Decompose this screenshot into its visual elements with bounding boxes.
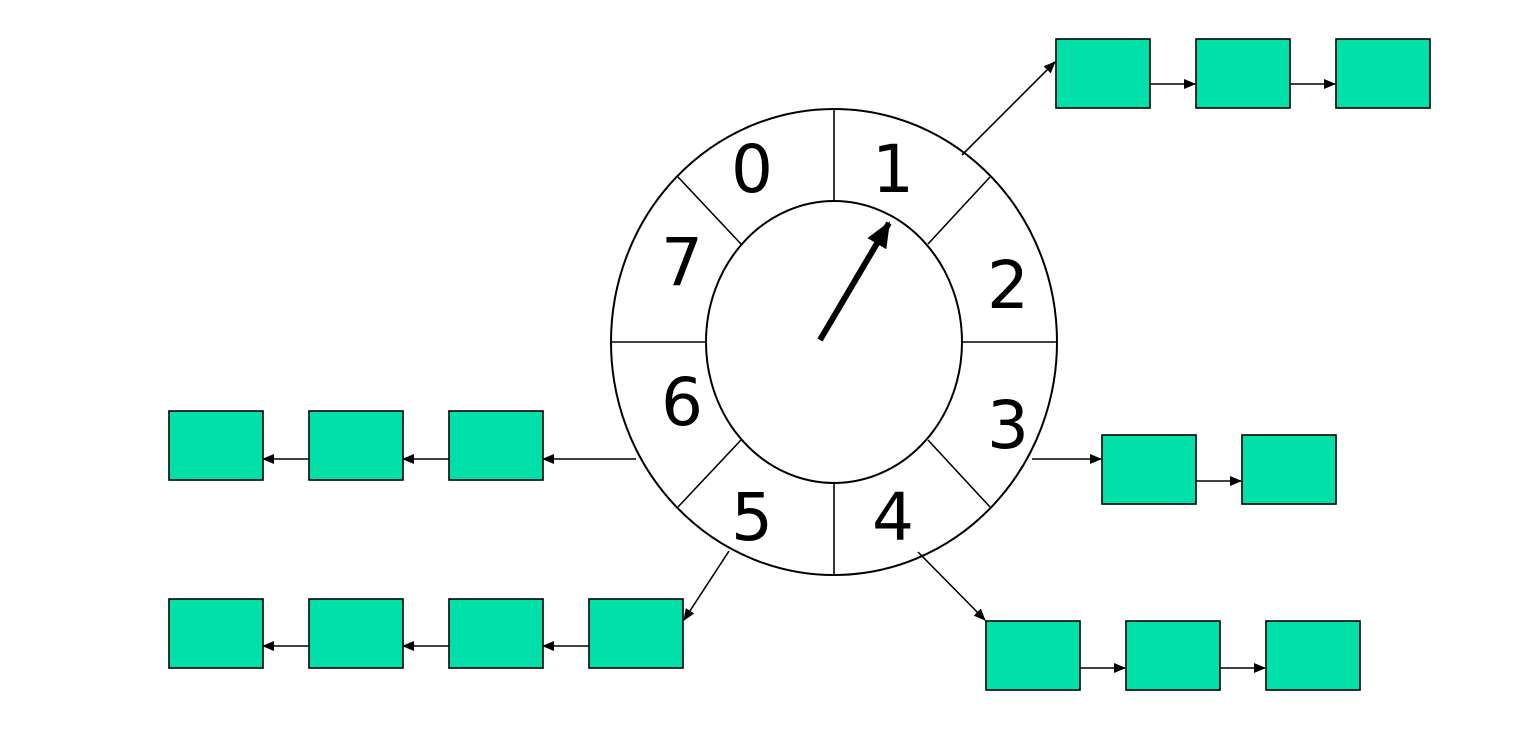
wheel: 0 1 2 3 4 5 6 7	[610, 108, 1058, 576]
slot-5-list	[168, 550, 730, 669]
slot-6-list	[168, 410, 636, 481]
list-node	[448, 410, 544, 481]
list-node	[1241, 434, 1337, 505]
slot-to-list-arrow	[683, 550, 730, 621]
slot-divider	[677, 176, 742, 245]
list-node	[168, 410, 264, 481]
slot-3-list	[1032, 434, 1337, 505]
list-node	[168, 598, 264, 669]
slot-to-list-arrow	[961, 61, 1056, 156]
slot-4-list	[917, 551, 1361, 691]
list-node	[1125, 620, 1221, 691]
slot-divider	[927, 439, 991, 508]
slot-label-7: 7	[661, 224, 703, 301]
slot-to-list-arrow	[917, 551, 986, 621]
list-node	[1195, 38, 1291, 109]
slot-1-list	[961, 38, 1431, 156]
slot-label-4: 4	[872, 479, 914, 556]
slot-divider	[927, 176, 991, 245]
list-node	[1101, 434, 1197, 505]
list-node	[448, 598, 544, 669]
slot-label-0: 0	[731, 131, 773, 208]
slot-divider	[677, 439, 742, 508]
slot-label-3: 3	[987, 387, 1029, 464]
slot-label-2: 2	[987, 247, 1029, 324]
slot-label-1: 1	[872, 131, 914, 208]
list-node	[308, 598, 404, 669]
list-node	[308, 410, 404, 481]
list-node	[1265, 620, 1361, 691]
list-node	[588, 598, 684, 669]
list-node	[1055, 38, 1151, 109]
current-slot-pointer	[817, 221, 892, 342]
slot-label-5: 5	[731, 479, 773, 556]
wheel-inner-circle	[705, 200, 963, 484]
list-node	[1335, 38, 1431, 109]
list-node	[985, 620, 1081, 691]
slot-label-6: 6	[661, 364, 703, 441]
